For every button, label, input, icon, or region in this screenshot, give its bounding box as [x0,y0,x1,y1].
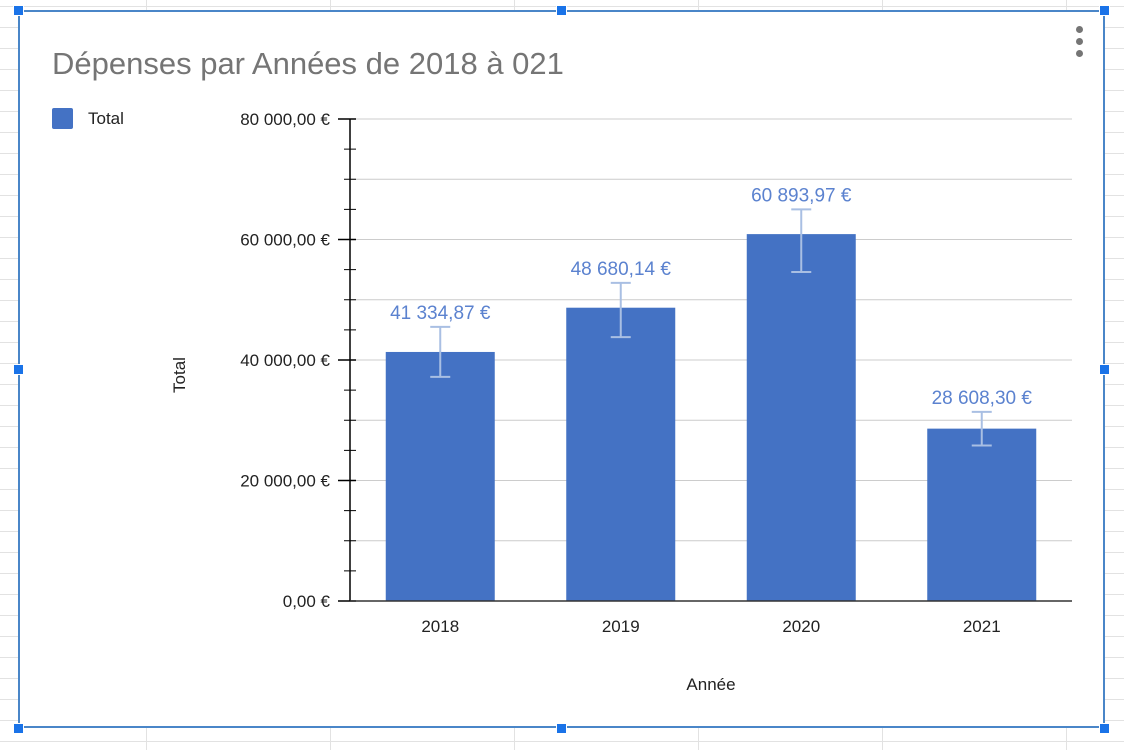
resize-handle-top-left[interactable] [13,5,24,16]
chart-title: Dépenses par Années de 2018 à 021 [52,46,564,81]
x-tick-label: 2020 [782,617,820,636]
y-tick-label: 80 000,00 € [240,110,330,129]
x-tick-label: 2018 [421,617,459,636]
more-options-icon[interactable] [1072,24,1088,60]
y-tick-label: 20 000,00 € [240,472,330,491]
data-label-2021: 28 608,30 € [932,388,1033,409]
bar-2021 [927,428,1037,601]
legend-swatch [52,108,73,129]
chart-legend: Total [52,108,124,129]
x-tick-label: 2021 [963,617,1001,636]
x-axis-title: Année [686,675,735,694]
bar-2019 [566,307,676,601]
resize-handle-top-right[interactable] [1099,5,1110,16]
y-axis-title: Total [170,357,189,393]
y-tick-label: 60 000,00 € [240,231,330,250]
resize-handle-bottom-center[interactable] [556,723,567,734]
resize-handle-middle-right[interactable] [1099,364,1110,375]
data-label-2019: 48 680,14 € [571,259,672,280]
y-tick-label: 0,00 € [283,592,331,611]
data-label-2020: 60 893,97 € [751,185,852,206]
resize-handle-middle-left[interactable] [13,364,24,375]
legend-label: Total [88,108,124,128]
x-tick-label: 2019 [602,617,640,636]
chart-frame[interactable] [18,10,1105,728]
resize-handle-bottom-left[interactable] [13,723,24,734]
resize-handle-bottom-right[interactable] [1099,723,1110,734]
bar-2018 [385,351,495,601]
data-label-2018: 41 334,87 € [390,303,491,324]
resize-handle-top-center[interactable] [556,5,567,16]
bar-2020 [746,234,856,601]
y-tick-label: 40 000,00 € [240,351,330,370]
